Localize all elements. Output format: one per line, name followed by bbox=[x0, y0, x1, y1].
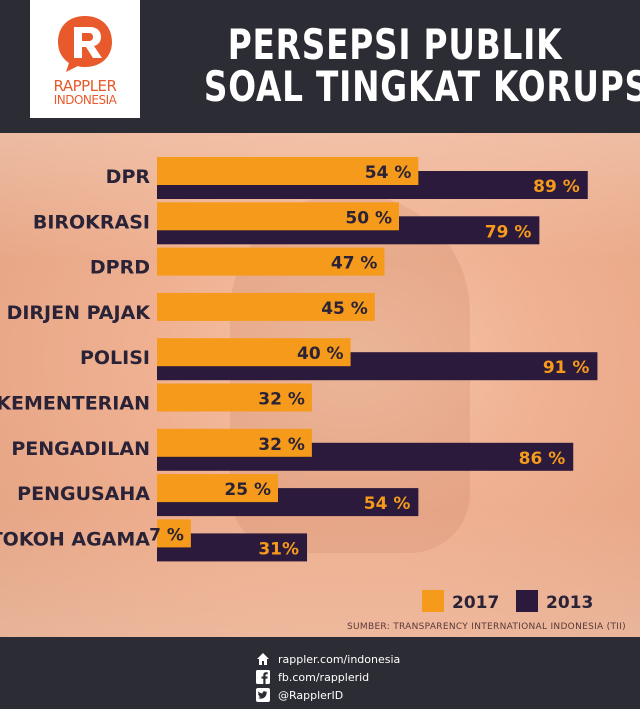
bar-2017 bbox=[157, 428, 312, 457]
data-label-2017: 50 % bbox=[345, 208, 392, 228]
title-line-1: PERSEPSI PUBLIK bbox=[227, 20, 563, 69]
category-label: BIROKRASI bbox=[33, 211, 150, 233]
category-label: TOKOH AGAMA bbox=[0, 528, 150, 550]
bar-2017 bbox=[157, 383, 312, 412]
data-label-2017: 47 % bbox=[331, 254, 378, 274]
category-label: DIRJEN PAJAK bbox=[7, 302, 152, 324]
category-label: DPRD bbox=[90, 257, 150, 279]
category-label: PENGUSAHA bbox=[17, 483, 150, 505]
rappler-logo-icon bbox=[58, 16, 112, 72]
bar-2017 bbox=[157, 202, 399, 231]
legend-swatch-2013 bbox=[516, 590, 538, 612]
twitter-icon bbox=[256, 688, 270, 702]
data-label-2013: 91 % bbox=[543, 358, 590, 378]
category-label: POLISI bbox=[80, 347, 150, 369]
data-label-2013: 89 % bbox=[533, 177, 580, 197]
category-label: DPR bbox=[106, 166, 151, 188]
logo-text-indonesia: INDONESIA bbox=[53, 93, 117, 107]
bar-2017 bbox=[157, 157, 419, 185]
data-label-2017: 32 % bbox=[258, 390, 305, 410]
rappler-logo: RAPPLER INDONESIA bbox=[30, 0, 140, 118]
bar-2017 bbox=[157, 247, 385, 276]
data-label-2017: 40 % bbox=[297, 344, 344, 364]
data-label-2017: 7 % bbox=[149, 525, 184, 545]
category-label: PENGADILAN bbox=[11, 438, 150, 460]
bar-2017 bbox=[157, 292, 375, 321]
category-label: KEMENTERIAN bbox=[0, 393, 150, 415]
bar-2017 bbox=[157, 519, 191, 548]
footer-facebook[interactable]: fb.com/rapplerid bbox=[278, 670, 370, 684]
title-line-2: SOAL TINGKAT KORUPSI bbox=[203, 62, 640, 111]
home-icon bbox=[257, 653, 269, 665]
data-label-2017: 32 % bbox=[258, 435, 305, 455]
footer-website[interactable]: rappler.com/indonesia bbox=[278, 652, 401, 666]
bar-2017 bbox=[157, 338, 351, 367]
source-note: SUMBER: TRANSPARENCY INTERNATIONAL INDON… bbox=[347, 622, 626, 632]
facebook-icon bbox=[256, 670, 270, 684]
legend-label-2017: 2017 bbox=[452, 593, 499, 613]
header: RAPPLER INDONESIA PERSEPSI PUBLIK SOAL T… bbox=[0, 0, 640, 133]
logo-text-rappler: RAPPLER bbox=[53, 77, 117, 95]
footer-twitter[interactable]: @RapplerID bbox=[278, 688, 344, 702]
data-label-2013: 79 % bbox=[485, 222, 532, 242]
footer-website-row[interactable]: rappler.com/indonesia bbox=[256, 650, 400, 668]
footer: rappler.com/indonesia fb.com/rapplerid @… bbox=[0, 637, 640, 709]
data-label-2017: 45 % bbox=[321, 299, 368, 319]
footer-facebook-row[interactable]: fb.com/rapplerid bbox=[256, 668, 369, 686]
data-label-2013: 54 % bbox=[364, 494, 411, 514]
bar-2017 bbox=[157, 474, 278, 503]
legend-swatch-2017 bbox=[422, 590, 444, 612]
data-label-2017: 25 % bbox=[224, 480, 271, 500]
legend-label-2013: 2013 bbox=[546, 593, 593, 613]
data-label-2013: 86 % bbox=[519, 449, 566, 469]
data-label-2017: 54 % bbox=[365, 163, 412, 183]
data-label-2013: 31% bbox=[258, 539, 299, 559]
footer-twitter-row[interactable]: @RapplerID bbox=[256, 686, 343, 704]
